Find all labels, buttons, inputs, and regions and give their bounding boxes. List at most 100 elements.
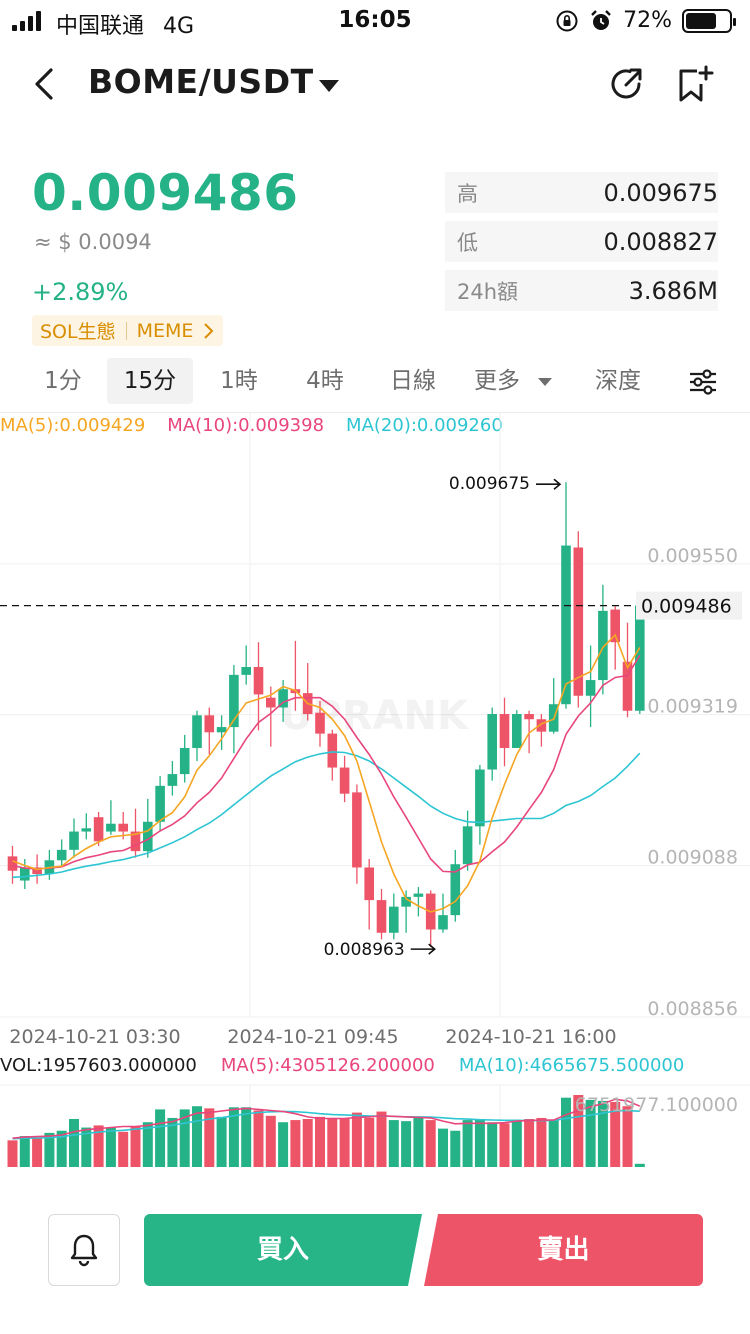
volume-bar	[19, 1136, 30, 1167]
bell-icon	[70, 1234, 98, 1267]
pair-dropdown-icon[interactable]	[318, 79, 340, 93]
volume-bar	[425, 1120, 436, 1167]
stat-label: 高	[457, 181, 478, 206]
candle-body	[585, 680, 596, 696]
tab-4h[interactable]: 4時	[306, 368, 344, 394]
candle-body	[315, 712, 325, 734]
volume-bar	[228, 1107, 239, 1167]
candle-body	[536, 719, 547, 732]
tab-1m[interactable]: 1分	[44, 368, 82, 394]
candle-body	[32, 867, 42, 874]
x-axis-label: 2024-10-21 03:30	[9, 1026, 180, 1048]
candle-body	[389, 906, 399, 933]
volume-bar	[327, 1117, 338, 1167]
stat-label: 24h額	[457, 279, 519, 304]
volume-ma5-line	[12, 1098, 641, 1139]
current-price-tag	[636, 591, 742, 620]
bookmark-add-icon[interactable]	[674, 64, 714, 104]
volume-bar	[401, 1121, 412, 1167]
status-right: 72%	[555, 8, 736, 33]
stat-value: 0.009675	[603, 178, 718, 207]
y-axis-label: 0.009550	[647, 545, 738, 567]
candle-body	[376, 900, 387, 933]
candle-body	[475, 769, 485, 827]
volume-bar	[438, 1128, 448, 1167]
candle-body	[635, 605, 645, 711]
clock: 16:05	[338, 7, 412, 33]
candle-body	[106, 823, 116, 832]
signal-strength-icon	[12, 11, 41, 31]
volume-max-label: 6751977.100000	[575, 1094, 738, 1116]
more-caret-icon[interactable]	[537, 377, 553, 387]
candle-body	[179, 747, 190, 775]
candle-body	[401, 896, 411, 907]
volume-bar	[265, 1115, 276, 1167]
volume-bar	[351, 1112, 362, 1167]
x-axis-label: 2024-10-21 16:00	[445, 1026, 616, 1048]
candle-body	[462, 826, 473, 865]
candle-body	[229, 674, 239, 728]
candle-body	[241, 667, 251, 675]
tab-15m[interactable]: 15分	[107, 358, 193, 404]
kline-chart[interactable]: MA(5):0.009429 MA(10):0.009398 MA(20):0.…	[0, 413, 750, 1173]
back-chevron-icon[interactable]	[28, 66, 62, 102]
chevron-right-icon	[204, 322, 214, 339]
volume-bar	[81, 1127, 92, 1167]
ma20-line	[12, 751, 641, 879]
candle-body	[7, 856, 18, 871]
buy-button[interactable]: 買入	[144, 1214, 422, 1286]
tag-chip[interactable]: SOL生態 MEME	[32, 315, 224, 346]
candle-body	[155, 785, 165, 822]
stats-panel: 高 0.009675 低 0.008827 24h額 3.686M	[445, 172, 718, 319]
volume-bar	[413, 1116, 424, 1167]
volume-legend: VOL:1957603.000000 MA(5):4305126.200000 …	[0, 1055, 684, 1076]
candle-body	[167, 774, 178, 786]
high-marker-label: 0.009675	[449, 474, 530, 494]
x-axis-label: 2024-10-21 09:45	[227, 1026, 398, 1048]
battery-percent: 72%	[623, 8, 672, 33]
volume-bar	[548, 1120, 559, 1167]
candle-body	[622, 661, 633, 711]
tab-1d[interactable]: 日線	[390, 368, 436, 394]
chart-canvas[interactable]: UPRANK 0.0095500.0093190.0090880.0088562…	[0, 413, 750, 1173]
stat-value: 3.686M	[628, 276, 718, 305]
volume-bar	[302, 1119, 313, 1167]
tabs-divider	[0, 412, 750, 413]
stat-volume-24h: 24h額 3.686M	[445, 270, 718, 311]
pair-title[interactable]: BOME/USDT	[88, 62, 314, 101]
tab-depth[interactable]: 深度	[595, 368, 641, 394]
tag-meme: MEME	[136, 319, 194, 342]
ma-legend: MA(5):0.009429 MA(10):0.009398 MA(20):0.…	[0, 415, 503, 436]
battery-level	[686, 12, 717, 29]
volume-bar	[290, 1120, 301, 1167]
volume-bar	[204, 1108, 215, 1167]
candle-body	[81, 828, 92, 832]
tag-sol: SOL生態	[40, 321, 116, 343]
candle-body	[450, 864, 461, 916]
high-marker-arrow	[536, 478, 562, 490]
candle-body	[598, 610, 608, 681]
volume-bar	[155, 1109, 166, 1167]
candle-body	[20, 867, 30, 881]
candle-body	[512, 714, 522, 748]
volume-bar	[634, 1163, 645, 1167]
ma10-value: MA(10):0.009398	[167, 415, 325, 436]
ma5-value: MA(5):0.009429	[0, 415, 146, 436]
price-alert-button[interactable]	[48, 1214, 120, 1286]
sell-button[interactable]: 賣出	[424, 1214, 703, 1286]
volume-bar	[32, 1138, 43, 1167]
candle-body	[413, 893, 424, 897]
tab-more[interactable]: 更多	[474, 368, 520, 394]
volume-bar	[130, 1126, 141, 1167]
volume-bar	[536, 1117, 547, 1167]
chart-settings-icon[interactable]	[688, 368, 718, 396]
share-icon[interactable]	[606, 64, 646, 104]
candle-body	[499, 714, 510, 748]
y-axis-label: 0.008856	[647, 998, 738, 1020]
volume-bar	[561, 1097, 571, 1167]
volume-bar	[105, 1127, 116, 1167]
y-axis-label: 0.009088	[647, 847, 738, 869]
volume-bar	[610, 1101, 621, 1167]
tab-1h[interactable]: 1時	[220, 368, 258, 394]
volume-bar	[524, 1119, 535, 1167]
